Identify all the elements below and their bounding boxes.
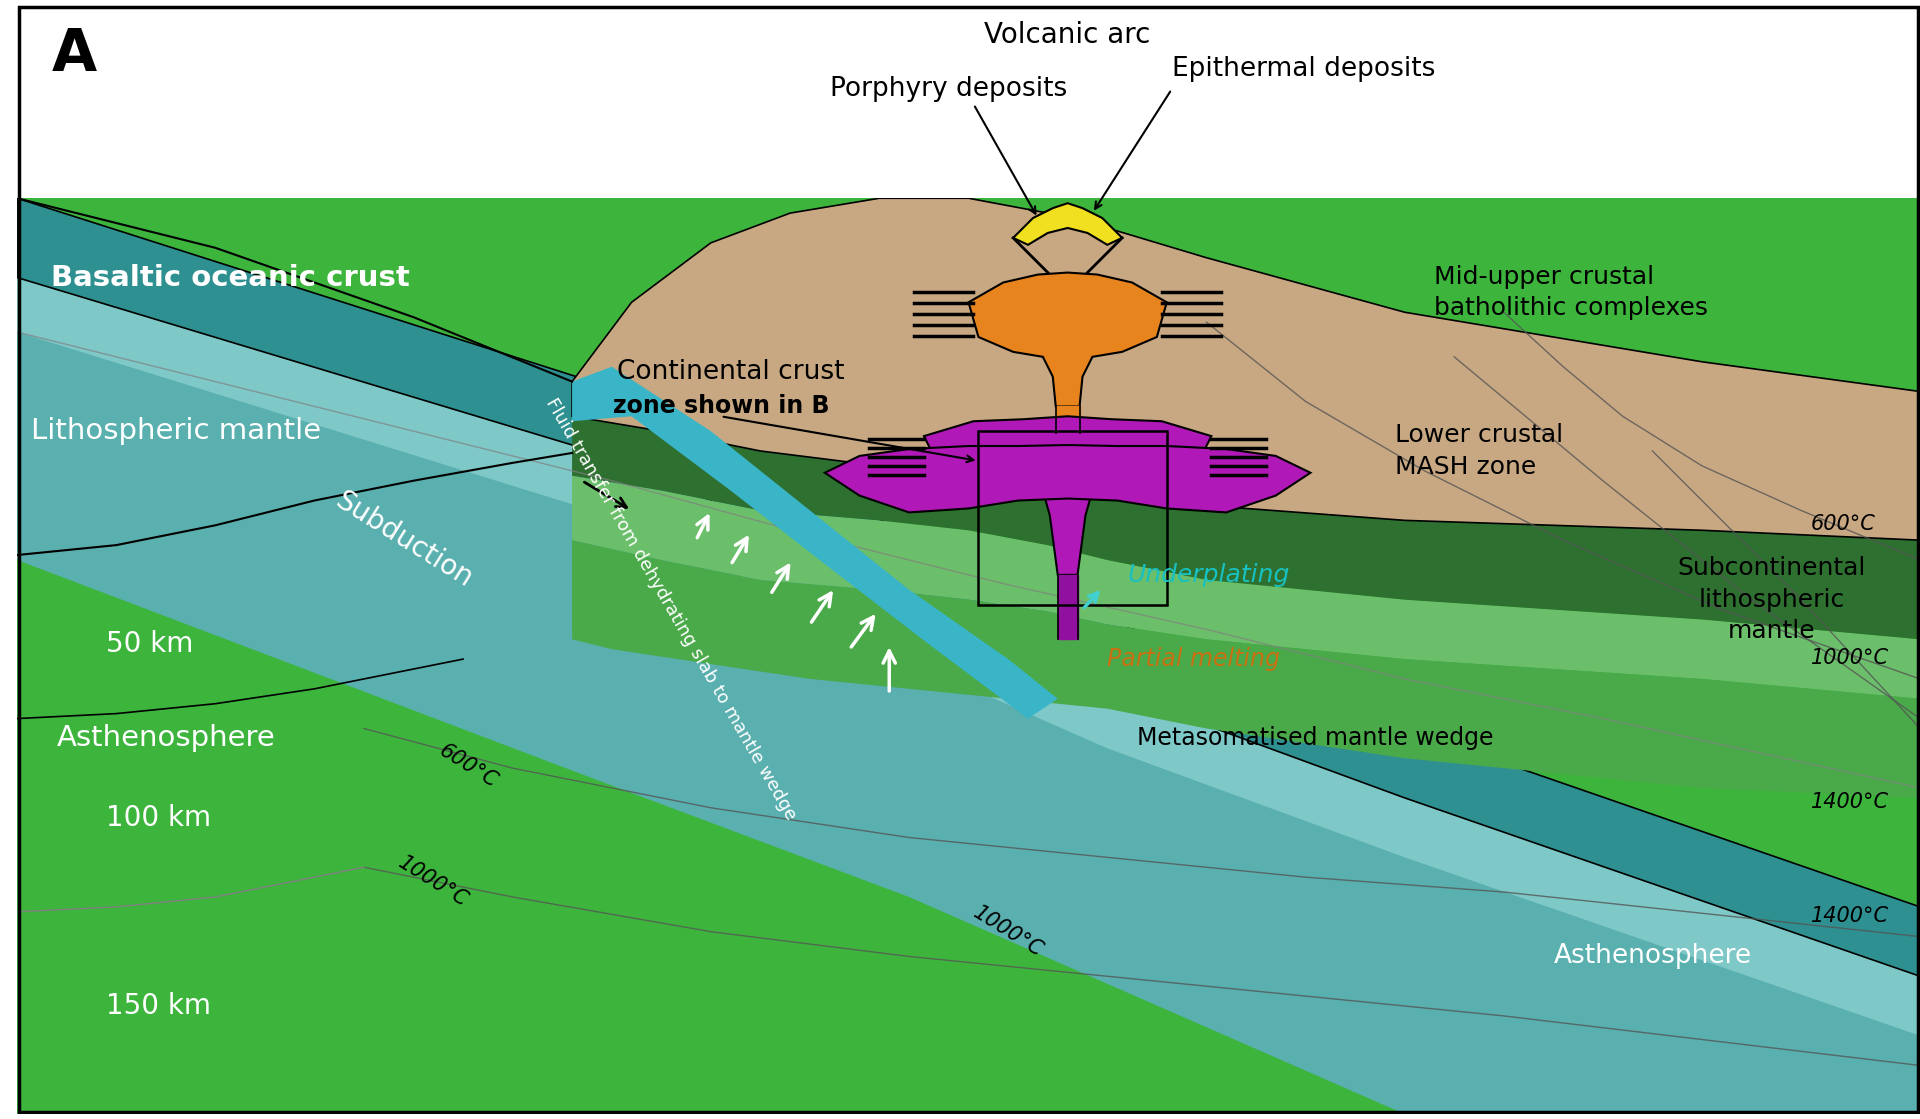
Bar [979,431,1167,604]
Polygon shape [1058,575,1077,639]
Polygon shape [572,540,1920,798]
Polygon shape [572,416,1920,639]
Text: Continental crust: Continental crust [616,359,845,385]
Text: Basaltic oceanic crust: Basaltic oceanic crust [50,264,409,292]
Text: Subcontinental
lithospheric
mantle: Subcontinental lithospheric mantle [1678,556,1866,643]
Text: Lower crustal
MASH zone: Lower crustal MASH zone [1394,423,1563,479]
Text: A: A [52,26,96,83]
Text: Volcanic arc: Volcanic arc [985,21,1150,49]
Text: 100 km: 100 km [106,803,211,831]
Text: 1400°C: 1400°C [1811,905,1889,925]
Polygon shape [826,445,1311,513]
Polygon shape [1056,406,1079,431]
Polygon shape [17,278,1920,1036]
Polygon shape [1014,204,1121,245]
Polygon shape [572,198,1920,540]
Text: 50 km: 50 km [106,630,194,658]
Text: Epithermal deposits: Epithermal deposits [1171,56,1434,83]
Text: Porphyry deposits: Porphyry deposits [829,76,1068,102]
Polygon shape [572,476,1920,698]
Text: Metasomatised mantle wedge: Metasomatised mantle wedge [1137,726,1494,751]
Text: zone shown in B: zone shown in B [612,394,829,419]
Text: Lithospheric mantle: Lithospheric mantle [31,417,321,445]
Polygon shape [924,416,1212,575]
Text: Asthenosphere: Asthenosphere [56,724,275,752]
Text: 1400°C: 1400°C [1811,792,1889,811]
Text: 1000°C: 1000°C [396,853,472,911]
Polygon shape [17,278,1920,1115]
Text: 1000°C: 1000°C [970,902,1046,960]
Text: Underplating: Underplating [1127,563,1290,586]
Text: Asthenosphere: Asthenosphere [1553,943,1751,969]
Polygon shape [17,4,1920,198]
Text: Partial melting: Partial melting [1108,647,1281,671]
Text: 600°C: 600°C [1811,515,1876,534]
Text: Subduction: Subduction [330,487,478,593]
Text: 1000°C: 1000°C [1811,648,1889,668]
Text: Fluid transfer from dehydrating slab to mantle wedge: Fluid transfer from dehydrating slab to … [541,395,801,824]
Text: 150 km: 150 km [106,993,211,1021]
Polygon shape [968,273,1167,406]
Text: Mid-upper crustal
batholithic complexes: Mid-upper crustal batholithic complexes [1434,264,1709,320]
Polygon shape [17,198,1920,1115]
Polygon shape [572,367,1058,718]
Polygon shape [17,198,1920,976]
Text: 600°C: 600°C [436,741,501,792]
